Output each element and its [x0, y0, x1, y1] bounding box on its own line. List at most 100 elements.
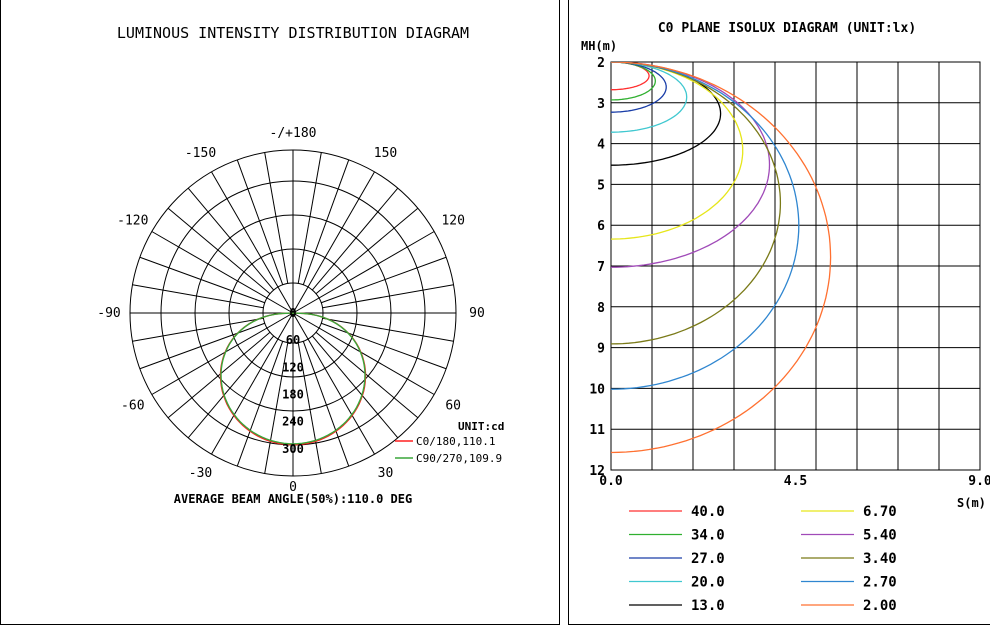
polar-footer: AVERAGE BEAM ANGLE(50%):110.0 DEG	[174, 492, 412, 506]
polar-series	[219, 312, 367, 446]
polar-spoke	[187, 335, 275, 439]
isolux-legend-label: 3.40	[863, 551, 897, 567]
isolux-legend-label: 27.0	[691, 551, 725, 567]
polar-spoke	[302, 159, 350, 285]
polar-spoke	[311, 335, 399, 439]
isolux-y-tick: 5	[597, 178, 605, 193]
isolux-legend-label: 2.00	[863, 598, 897, 614]
isolux-legend-label: 20.0	[691, 575, 725, 591]
isolux-curve	[611, 62, 832, 454]
isolux-legend: 40.0 34.0 27.0 20.0 13.0 6.70 5.40 3.40 2.70 2.00	[629, 504, 897, 614]
polar-spoke	[264, 342, 289, 474]
isolux-curve	[611, 62, 744, 240]
isolux-curve	[611, 62, 722, 166]
polar-spoke	[297, 342, 322, 474]
polar-spoke	[322, 317, 454, 342]
polar-spoke	[211, 171, 294, 314]
polar-legend-label: C0/180,110.1	[416, 435, 495, 448]
polar-angle-label: 150	[374, 146, 397, 161]
isolux-y-tick: 11	[589, 423, 605, 438]
isolux-y-tick: 12	[589, 464, 605, 479]
polar-spoke	[315, 331, 419, 419]
isolux-x-tick: 9.0	[968, 474, 990, 489]
polar-legend: C0/180,110.1 C90/270,109.9	[395, 435, 502, 465]
polar-spoke	[236, 341, 284, 467]
polar-chart-panel: LUMINOUS INTENSITY DISTRIBUTION DIAGRAM …	[0, 0, 560, 625]
polar-spoke	[302, 341, 350, 467]
polar-spoke	[236, 159, 284, 285]
polar-angle-label: 120	[441, 214, 464, 229]
polar-chart: LUMINOUS INTENSITY DISTRIBUTION DIAGRAM …	[97, 24, 504, 506]
polar-radial-label: 60	[286, 333, 300, 347]
isolux-y-tick: 7	[597, 260, 605, 275]
isolux-y-tick: 9	[597, 342, 605, 357]
polar-radial-label: 240	[282, 415, 304, 429]
polar-series-curve	[220, 312, 366, 445]
polar-spoke	[321, 256, 447, 304]
isolux-x-tick: 0.0	[599, 474, 623, 489]
isolux-legend-label: 6.70	[863, 504, 897, 520]
polar-angle-label: 0	[289, 480, 297, 495]
polar-spoke	[292, 312, 375, 455]
polar-radial-label: 180	[282, 388, 304, 402]
polar-spoke	[322, 284, 454, 309]
isolux-chart: C0 PLANE ISOLUX DIAGRAM (UNIT:lx) MH(m) …	[581, 21, 990, 614]
isolux-legend-label: 13.0	[691, 598, 725, 614]
polar-angle-label: -150	[185, 146, 216, 161]
polar-legend-label: C90/270,109.9	[416, 452, 502, 465]
polar-spoke	[315, 207, 419, 295]
polar-spoke	[187, 187, 275, 291]
isolux-y-tick: 2	[597, 56, 605, 71]
polar-radial-label: 0	[289, 306, 296, 320]
polar-radial-labels: 0 60 120 180 240 300	[282, 306, 304, 456]
isolux-chart-title: C0 PLANE ISOLUX DIAGRAM (UNIT:lx)	[658, 21, 916, 36]
isolux-grid	[610, 61, 981, 471]
polar-spoke	[139, 322, 265, 370]
polar-angle-label: -60	[121, 399, 144, 414]
isolux-legend-label: 40.0	[691, 504, 725, 520]
isolux-legend-label: 2.70	[863, 575, 897, 591]
isolux-chart-panel: C0 PLANE ISOLUX DIAGRAM (UNIT:lx) MH(m) …	[568, 0, 990, 625]
polar-spoke	[132, 284, 264, 309]
isolux-curve	[611, 62, 800, 390]
polar-spoke	[167, 207, 271, 295]
polar-chart-title: LUMINOUS INTENSITY DISTRIBUTION DIAGRAM	[117, 24, 469, 42]
isolux-y-tick: 4	[597, 138, 605, 153]
polar-angle-label: 90	[469, 306, 485, 321]
polar-spoke	[297, 152, 322, 284]
polar-spoke	[151, 231, 294, 314]
polar-angle-label: 60	[445, 399, 461, 414]
isolux-y-tick: 6	[597, 219, 605, 234]
polar-unit-label: UNIT:cd	[458, 420, 504, 433]
isolux-y-tick: 3	[597, 97, 605, 112]
isolux-legend-label: 34.0	[691, 528, 725, 544]
isolux-y-axis-label: MH(m)	[581, 39, 617, 53]
polar-spoke	[211, 312, 294, 455]
polar-spoke	[264, 152, 289, 284]
polar-spoke	[292, 312, 435, 395]
polar-radial-label: 300	[282, 442, 304, 456]
polar-spoke	[151, 312, 294, 395]
polar-spoke	[321, 322, 447, 370]
polar-angle-label: -120	[117, 214, 148, 229]
isolux-x-tick: 4.5	[784, 474, 807, 489]
polar-angle-label: -90	[97, 306, 120, 321]
polar-spoke	[292, 231, 435, 314]
isolux-curves	[611, 62, 832, 454]
polar-spoke	[139, 256, 265, 304]
isolux-tick-labels: 2 3 4 5 6 7 8 9 10 11 120.0 4.5 9.0	[589, 56, 990, 489]
isolux-curve	[611, 62, 667, 113]
polar-angle-label: -30	[189, 466, 212, 481]
polar-spoke	[292, 171, 375, 314]
polar-radial-label: 120	[282, 360, 304, 374]
polar-spoke	[132, 317, 264, 342]
isolux-curve	[611, 62, 782, 345]
polar-angle-label: 30	[378, 466, 394, 481]
polar-spoke	[167, 331, 271, 419]
isolux-curve	[611, 62, 688, 133]
polar-angle-labels: -/+180-150 150-120 120-90 90-60 60-30 300	[97, 126, 485, 495]
isolux-curve	[611, 62, 656, 101]
polar-angle-label: -/+180	[270, 126, 317, 141]
polar-spoke	[311, 187, 399, 291]
isolux-y-tick: 8	[597, 301, 605, 316]
